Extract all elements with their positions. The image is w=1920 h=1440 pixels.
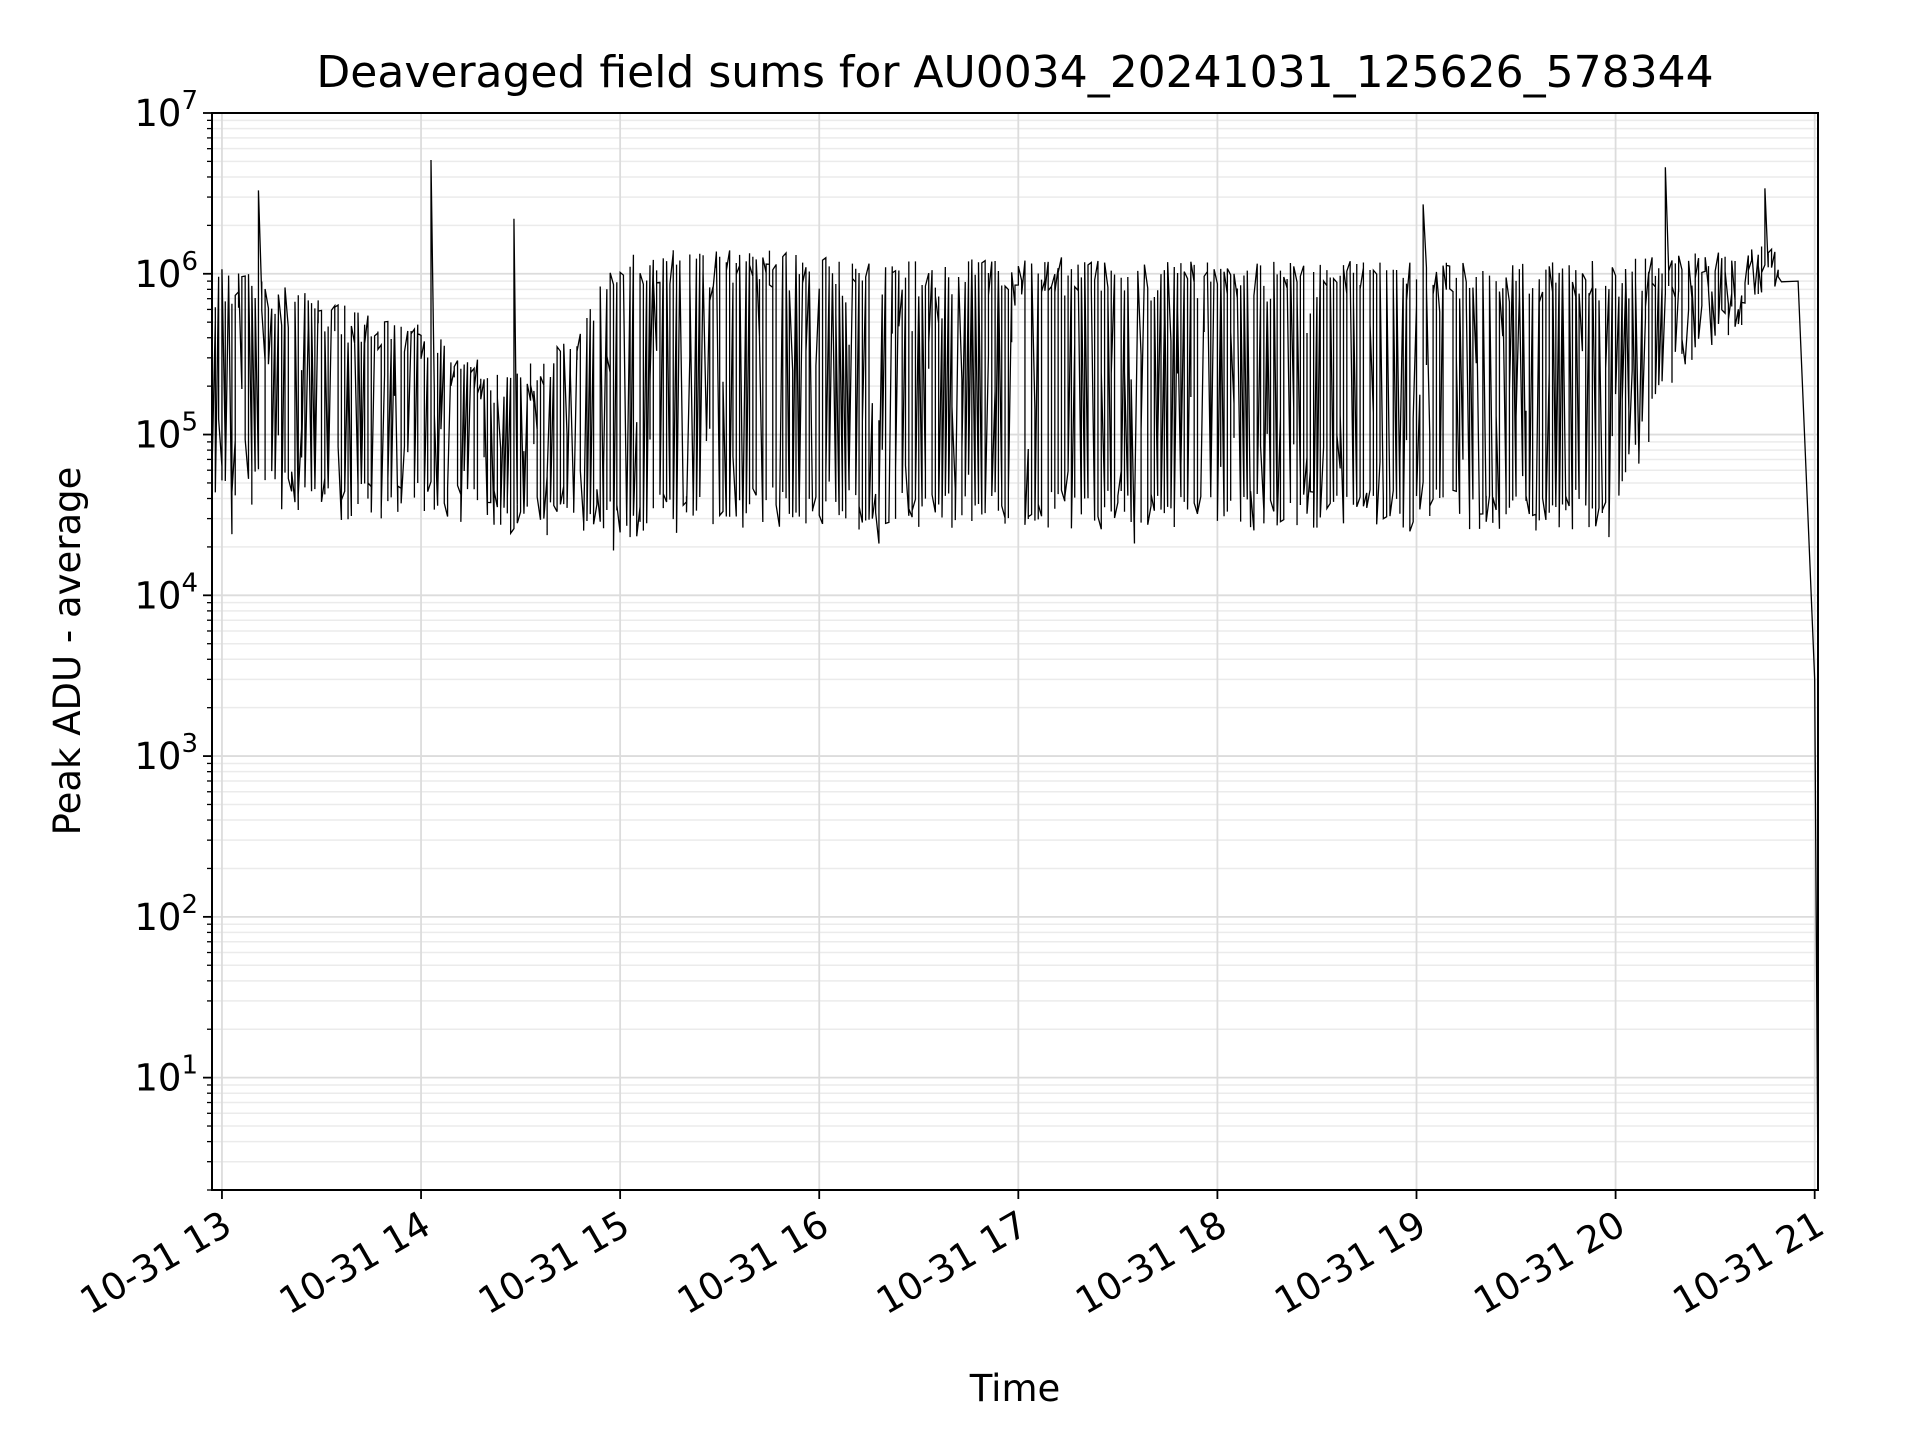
y-tick-exponent: 2 bbox=[181, 890, 198, 920]
y-tick-exponent: 7 bbox=[181, 86, 198, 116]
y-axis-label: Peak ADU - average bbox=[46, 467, 89, 836]
y-tick-exponent: 3 bbox=[181, 729, 198, 759]
y-tick-exponent: 1 bbox=[181, 1051, 198, 1081]
y-tick-label: 105 bbox=[134, 408, 198, 457]
y-tick-label: 106 bbox=[134, 247, 198, 296]
y-tick-base: 10 bbox=[134, 896, 181, 939]
y-tick-label: 104 bbox=[134, 568, 198, 617]
chart-title: Deaveraged field sums for AU0034_2024103… bbox=[316, 47, 1713, 98]
y-tick-label: 101 bbox=[134, 1051, 198, 1100]
data-series bbox=[211, 160, 1819, 1191]
y-tick-label: 103 bbox=[134, 729, 198, 778]
y-tick-base: 10 bbox=[134, 92, 181, 135]
y-tick-base: 10 bbox=[134, 574, 181, 617]
y-tick-exponent: 4 bbox=[181, 568, 198, 598]
plot-frame bbox=[211, 112, 1819, 1191]
y-tick-label: 107 bbox=[134, 86, 198, 135]
grid-lines bbox=[212, 112, 1818, 1191]
series-line bbox=[211, 160, 1819, 1191]
y-tick-base: 10 bbox=[134, 253, 181, 296]
x-axis-label: Time bbox=[969, 1367, 1061, 1410]
y-tick-base: 10 bbox=[134, 1057, 181, 1100]
y-tick-base: 10 bbox=[134, 414, 181, 457]
y-tick-base: 10 bbox=[134, 735, 181, 778]
y-tick-exponent: 5 bbox=[181, 408, 198, 438]
y-tick-exponent: 6 bbox=[181, 247, 198, 277]
y-tick-label: 102 bbox=[134, 890, 198, 939]
